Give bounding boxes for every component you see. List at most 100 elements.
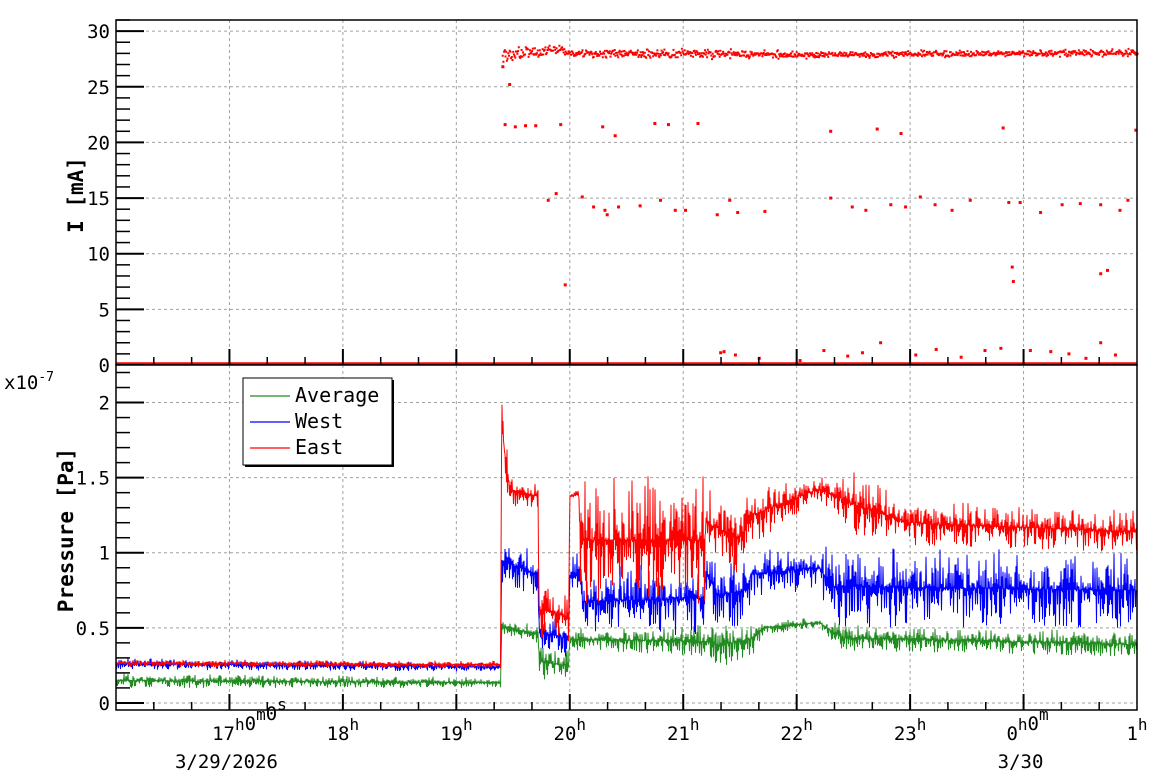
current-outlier-point [546, 198, 550, 202]
x-tick-unit: h [917, 715, 927, 734]
current-outlier-point [736, 211, 740, 215]
x-tick-value: 21 [667, 723, 690, 745]
x-tick-unit: h [1138, 715, 1148, 734]
current-outlier-point [617, 205, 621, 209]
current-y-tick-label: 20 [87, 132, 110, 154]
current-outlier-point [554, 192, 558, 196]
current-outlier-point [860, 351, 864, 355]
current-outlier-point [904, 205, 908, 209]
current-y-tick-label: 5 [99, 299, 110, 321]
x-tick-value: 1 [1126, 723, 1137, 745]
pressure-panel: 0 0.5 1 1.5 2 [76, 364, 1138, 715]
multiplier-exponent: -7 [38, 370, 54, 385]
current-outlier-point [1039, 211, 1043, 215]
current-y-tick-label: 30 [87, 21, 110, 43]
x-tick-value: 0 [245, 713, 256, 735]
legend-label-west: West [295, 409, 343, 433]
current-outlier-point [983, 349, 987, 353]
current-outlier-point [1010, 265, 1014, 269]
current-outlier-point [683, 208, 687, 212]
current-outlier-point [659, 198, 663, 202]
x-tick-value: 0 [1006, 723, 1017, 745]
x-tick-label: 17h0m0s [212, 695, 287, 745]
current-outlier-point [798, 359, 802, 363]
x-tick-label: 21h [667, 715, 700, 745]
current-outlier-point [763, 209, 767, 213]
current-outlier-point [822, 349, 826, 353]
current-outlier-point [563, 283, 567, 287]
x-tick-label: 18h [327, 715, 360, 745]
current-y-tick-label: 0 [99, 355, 110, 377]
current-outlier-point [601, 125, 605, 129]
x-tick-unit: s [277, 695, 287, 714]
current-outlier-point [1099, 341, 1103, 345]
current-outlier-point [1084, 356, 1088, 360]
current-outlier-point [1099, 203, 1103, 207]
current-outlier-point [1011, 280, 1015, 284]
current-outlier-point [1113, 353, 1117, 357]
current-outlier-point [559, 123, 563, 127]
pressure-y-tick-label: 0 [99, 693, 110, 715]
current-outlier-point [950, 208, 954, 212]
current-plot-area [116, 20, 1137, 365]
legend: Average West East [242, 377, 394, 467]
current-outlier-point [850, 205, 854, 209]
current-outlier-point [968, 198, 972, 202]
pressure-series-west [115, 546, 1138, 672]
pressure-y-tick-label: 0.5 [76, 618, 110, 640]
current-y-tick-label: 15 [87, 188, 110, 210]
current-outlier-point [933, 203, 937, 207]
current-outlier-point [580, 195, 584, 199]
x-tick-value: 17 [212, 723, 235, 745]
current-outlier-point [1067, 352, 1071, 356]
current-outlier-point [666, 123, 670, 127]
current-outlier-point [889, 203, 893, 207]
x-tick-value: 20 [554, 723, 577, 745]
current-outlier-point [1049, 350, 1053, 354]
current-outlier-point [1007, 201, 1011, 205]
current-outlier-point [733, 353, 737, 357]
current-outlier-point [846, 354, 850, 358]
x-tick-unit: h [350, 715, 360, 734]
x-tick-label: 23h [894, 715, 927, 745]
current-outlier-point [501, 65, 505, 69]
current-outlier-point [1001, 126, 1005, 130]
x-tick-unit: h [235, 715, 245, 734]
current-outlier-point [728, 198, 732, 202]
x-tick-value: 0 [266, 703, 277, 725]
x-tick-label: 19h [440, 715, 473, 745]
current-outlier-point [1118, 208, 1122, 212]
current-outlier-point [959, 355, 963, 359]
x-tick-unit: h [576, 715, 586, 734]
pressure-series-average [115, 618, 1138, 688]
x-tick-unit: h [690, 715, 700, 734]
current-outlier-point [673, 208, 677, 212]
pressure-y-tick-label: 1 [99, 543, 110, 565]
pressure-axis-title: Pressure [Pa] [54, 448, 78, 612]
x-tick-unit: h [803, 715, 813, 734]
current-panel: 0 5 10 15 20 25 30 [87, 19, 1139, 377]
current-outlier-point [605, 213, 609, 217]
x-tick-value: 22 [780, 723, 803, 745]
current-outlier-point [613, 134, 617, 138]
x-tick-unit: h [463, 715, 473, 734]
current-outlier-point [719, 351, 723, 355]
current-outlier-point [524, 124, 528, 128]
current-outlier-point [603, 208, 607, 212]
current-outlier-point [534, 124, 538, 128]
current-outlier-point [1134, 128, 1138, 132]
current-outlier-point [592, 205, 596, 209]
x-tick-value: 18 [327, 723, 350, 745]
current-outlier-point [829, 196, 833, 200]
current-outlier-point [1099, 272, 1103, 276]
pressure-y-tick-label: 1.5 [76, 468, 110, 490]
current-outlier-point [722, 350, 726, 354]
x-tick-label: 20h [554, 715, 587, 745]
current-y-tick-label: 25 [87, 77, 110, 99]
current-outlier-point [1078, 202, 1082, 206]
current-outlier-point [914, 353, 918, 357]
x-tick-value: 0 [1028, 713, 1039, 735]
x-date-label: 3/30 [998, 751, 1044, 773]
x-tick-unit: m [1039, 705, 1049, 724]
